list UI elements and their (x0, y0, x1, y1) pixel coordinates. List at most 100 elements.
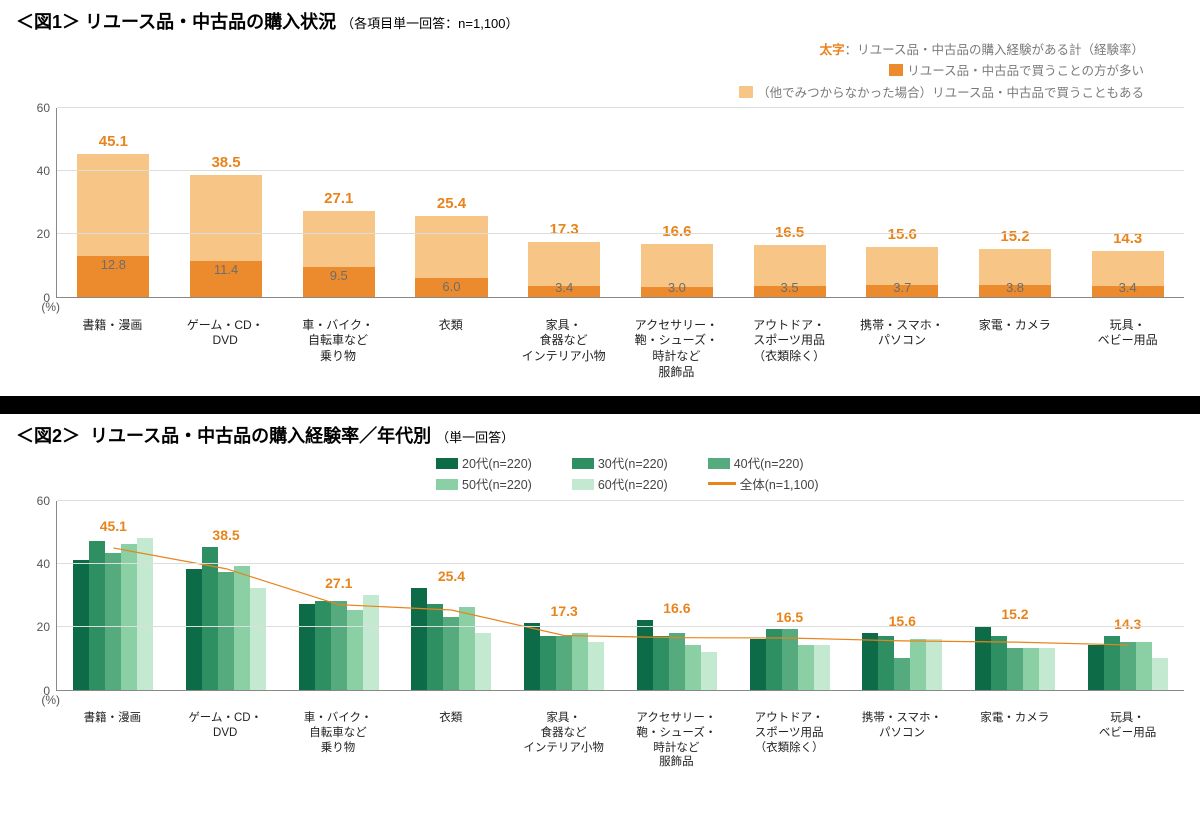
bar-value-dark: 3.0 (621, 280, 734, 295)
x-category-label: 書籍・漫画 (56, 314, 169, 380)
x-category-label: 書籍・漫画 (56, 707, 169, 771)
x-category-label: アクセサリー・鞄・シューズ・時計など服飾品 (620, 707, 733, 771)
gridline (57, 107, 1184, 108)
legend2-swatch (436, 479, 458, 490)
gridline (57, 563, 1184, 564)
bar-40s (331, 601, 347, 690)
figure-1-chart: 0204060 12.845.111.438.59.527.16.025.43.… (16, 108, 1184, 298)
bar-value-total: 38.5 (170, 154, 283, 171)
x-category-label: 玩具・ベビー用品 (1071, 314, 1184, 380)
bar-stack (303, 211, 375, 297)
bar-60s (363, 595, 379, 690)
x-category-label: 携帯・スマホ・パソコン (846, 314, 959, 380)
bar-20s (524, 623, 540, 690)
gridline (57, 500, 1184, 501)
fig1-title-text: リユース品・中古品の購入状況 (85, 12, 336, 32)
bar-group: 27.1 (282, 501, 395, 690)
figure-1-yaxis: 0204060 (16, 108, 56, 298)
legend2-swatch (572, 479, 594, 490)
bar-30s (991, 636, 1007, 690)
group-total-label: 45.1 (57, 518, 170, 534)
bar-value-total: 15.6 (846, 226, 959, 243)
bar-30s (878, 636, 894, 690)
bar-30s (202, 547, 218, 690)
bar-column: 3.016.6 (621, 108, 734, 297)
x-category-label: 玩具・ベビー用品 (1071, 707, 1184, 771)
bar-group: 25.4 (395, 501, 508, 690)
bar-60s (1039, 648, 1055, 689)
bar-40s (218, 572, 234, 689)
figure-2-yaxis: 0204060 (16, 501, 56, 691)
bar-40s (894, 658, 910, 690)
bar-50s (234, 566, 250, 690)
ytick-label: 60 (37, 494, 50, 508)
figure-2-chart: 0204060 45.138.527.125.417.316.616.515.6… (16, 501, 1184, 691)
bar-group: 14.3 (1071, 501, 1184, 690)
fig2-subtitle: （単一回答） (436, 430, 514, 445)
figure-2-xaxis: 書籍・漫画ゲーム・CD・DVD車・バイク・自転車など乗り物衣類家具・食器などイン… (56, 707, 1184, 771)
bar-value-total: 27.1 (282, 190, 395, 207)
bar-30s (315, 601, 331, 690)
bar-group: 45.1 (57, 501, 170, 690)
legend2-item: 50代(n=220) (436, 475, 532, 496)
bar-20s (637, 620, 653, 690)
legend2-swatch (436, 458, 458, 469)
x-category-label: 家具・食器などインテリア小物 (507, 314, 620, 380)
bar-20s (750, 639, 766, 690)
x-category-label: ゲーム・CD・DVD (169, 707, 282, 771)
fig1-pct-label: (%) (20, 300, 60, 314)
x-category-label: アウトドア・スポーツ用品（衣類除く） (733, 707, 846, 771)
bar-50s (347, 610, 363, 689)
bar-value-dark: 9.5 (282, 268, 395, 283)
x-category-label: 家電・カメラ (958, 707, 1071, 771)
legend2-swatch (572, 458, 594, 469)
bar-50s (685, 645, 701, 689)
bar-column: 3.414.3 (1071, 108, 1184, 297)
bar-50s (1136, 642, 1152, 690)
legend2-swatch (708, 458, 730, 469)
bar-group: 17.3 (508, 501, 621, 690)
bar-stack (77, 154, 149, 297)
ytick-label: 0 (43, 684, 50, 698)
legend2-item: 60代(n=220) (572, 475, 668, 496)
x-category-label: 車・バイク・自転車など乗り物 (282, 314, 395, 380)
x-category-label: ゲーム・CD・DVD (169, 314, 282, 380)
bar-segment-light (190, 175, 262, 261)
bar-group: 15.2 (959, 501, 1072, 690)
bar-20s (411, 588, 427, 689)
bar-column: 3.715.6 (846, 108, 959, 297)
bar-value-dark: 3.5 (733, 280, 846, 295)
ytick-label: 60 (37, 101, 50, 115)
bar-60s (250, 588, 266, 689)
bar-60s (588, 642, 604, 690)
bar-60s (926, 639, 942, 690)
bar-60s (1152, 658, 1168, 690)
bar-60s (814, 645, 830, 689)
bar-group: 16.5 (733, 501, 846, 690)
legend1-dark-label: リユース品・中古品で買うことの方が多い (907, 64, 1144, 78)
group-total-label: 27.1 (282, 575, 395, 591)
figure-1-xaxis: 書籍・漫画ゲーム・CD・DVD車・バイク・自転車など乗り物衣類家具・食器などイン… (56, 314, 1184, 380)
bar-30s (540, 636, 556, 690)
bar-40s (443, 617, 459, 690)
group-total-label: 16.6 (621, 600, 734, 616)
legend1-bold-desc: ：リユース品・中古品の購入経験がある計（経験率） (845, 43, 1144, 57)
group-total-label: 14.3 (1071, 616, 1184, 632)
bar-50s (459, 607, 475, 689)
bar-value-dark: 3.4 (508, 280, 621, 295)
fig2-pct-label: (%) (20, 693, 60, 707)
legend2-item: 全体(n=1,100) (708, 475, 819, 496)
group-total-label: 38.5 (170, 527, 283, 543)
bar-column: 6.025.4 (395, 108, 508, 297)
bar-20s (862, 633, 878, 690)
bar-value-total: 15.2 (959, 228, 1072, 245)
bar-30s (427, 604, 443, 690)
legend1-bold-key: 太字 (820, 43, 845, 57)
ytick-label: 20 (37, 227, 50, 241)
legend2-item: 20代(n=220) (436, 454, 532, 475)
bar-50s (1023, 648, 1039, 689)
bar-20s (186, 569, 202, 689)
legend2-item: 40代(n=220) (708, 454, 804, 475)
bar-40s (105, 553, 121, 689)
figure-2-groups: 45.138.527.125.417.316.616.515.615.214.3 (57, 501, 1184, 690)
